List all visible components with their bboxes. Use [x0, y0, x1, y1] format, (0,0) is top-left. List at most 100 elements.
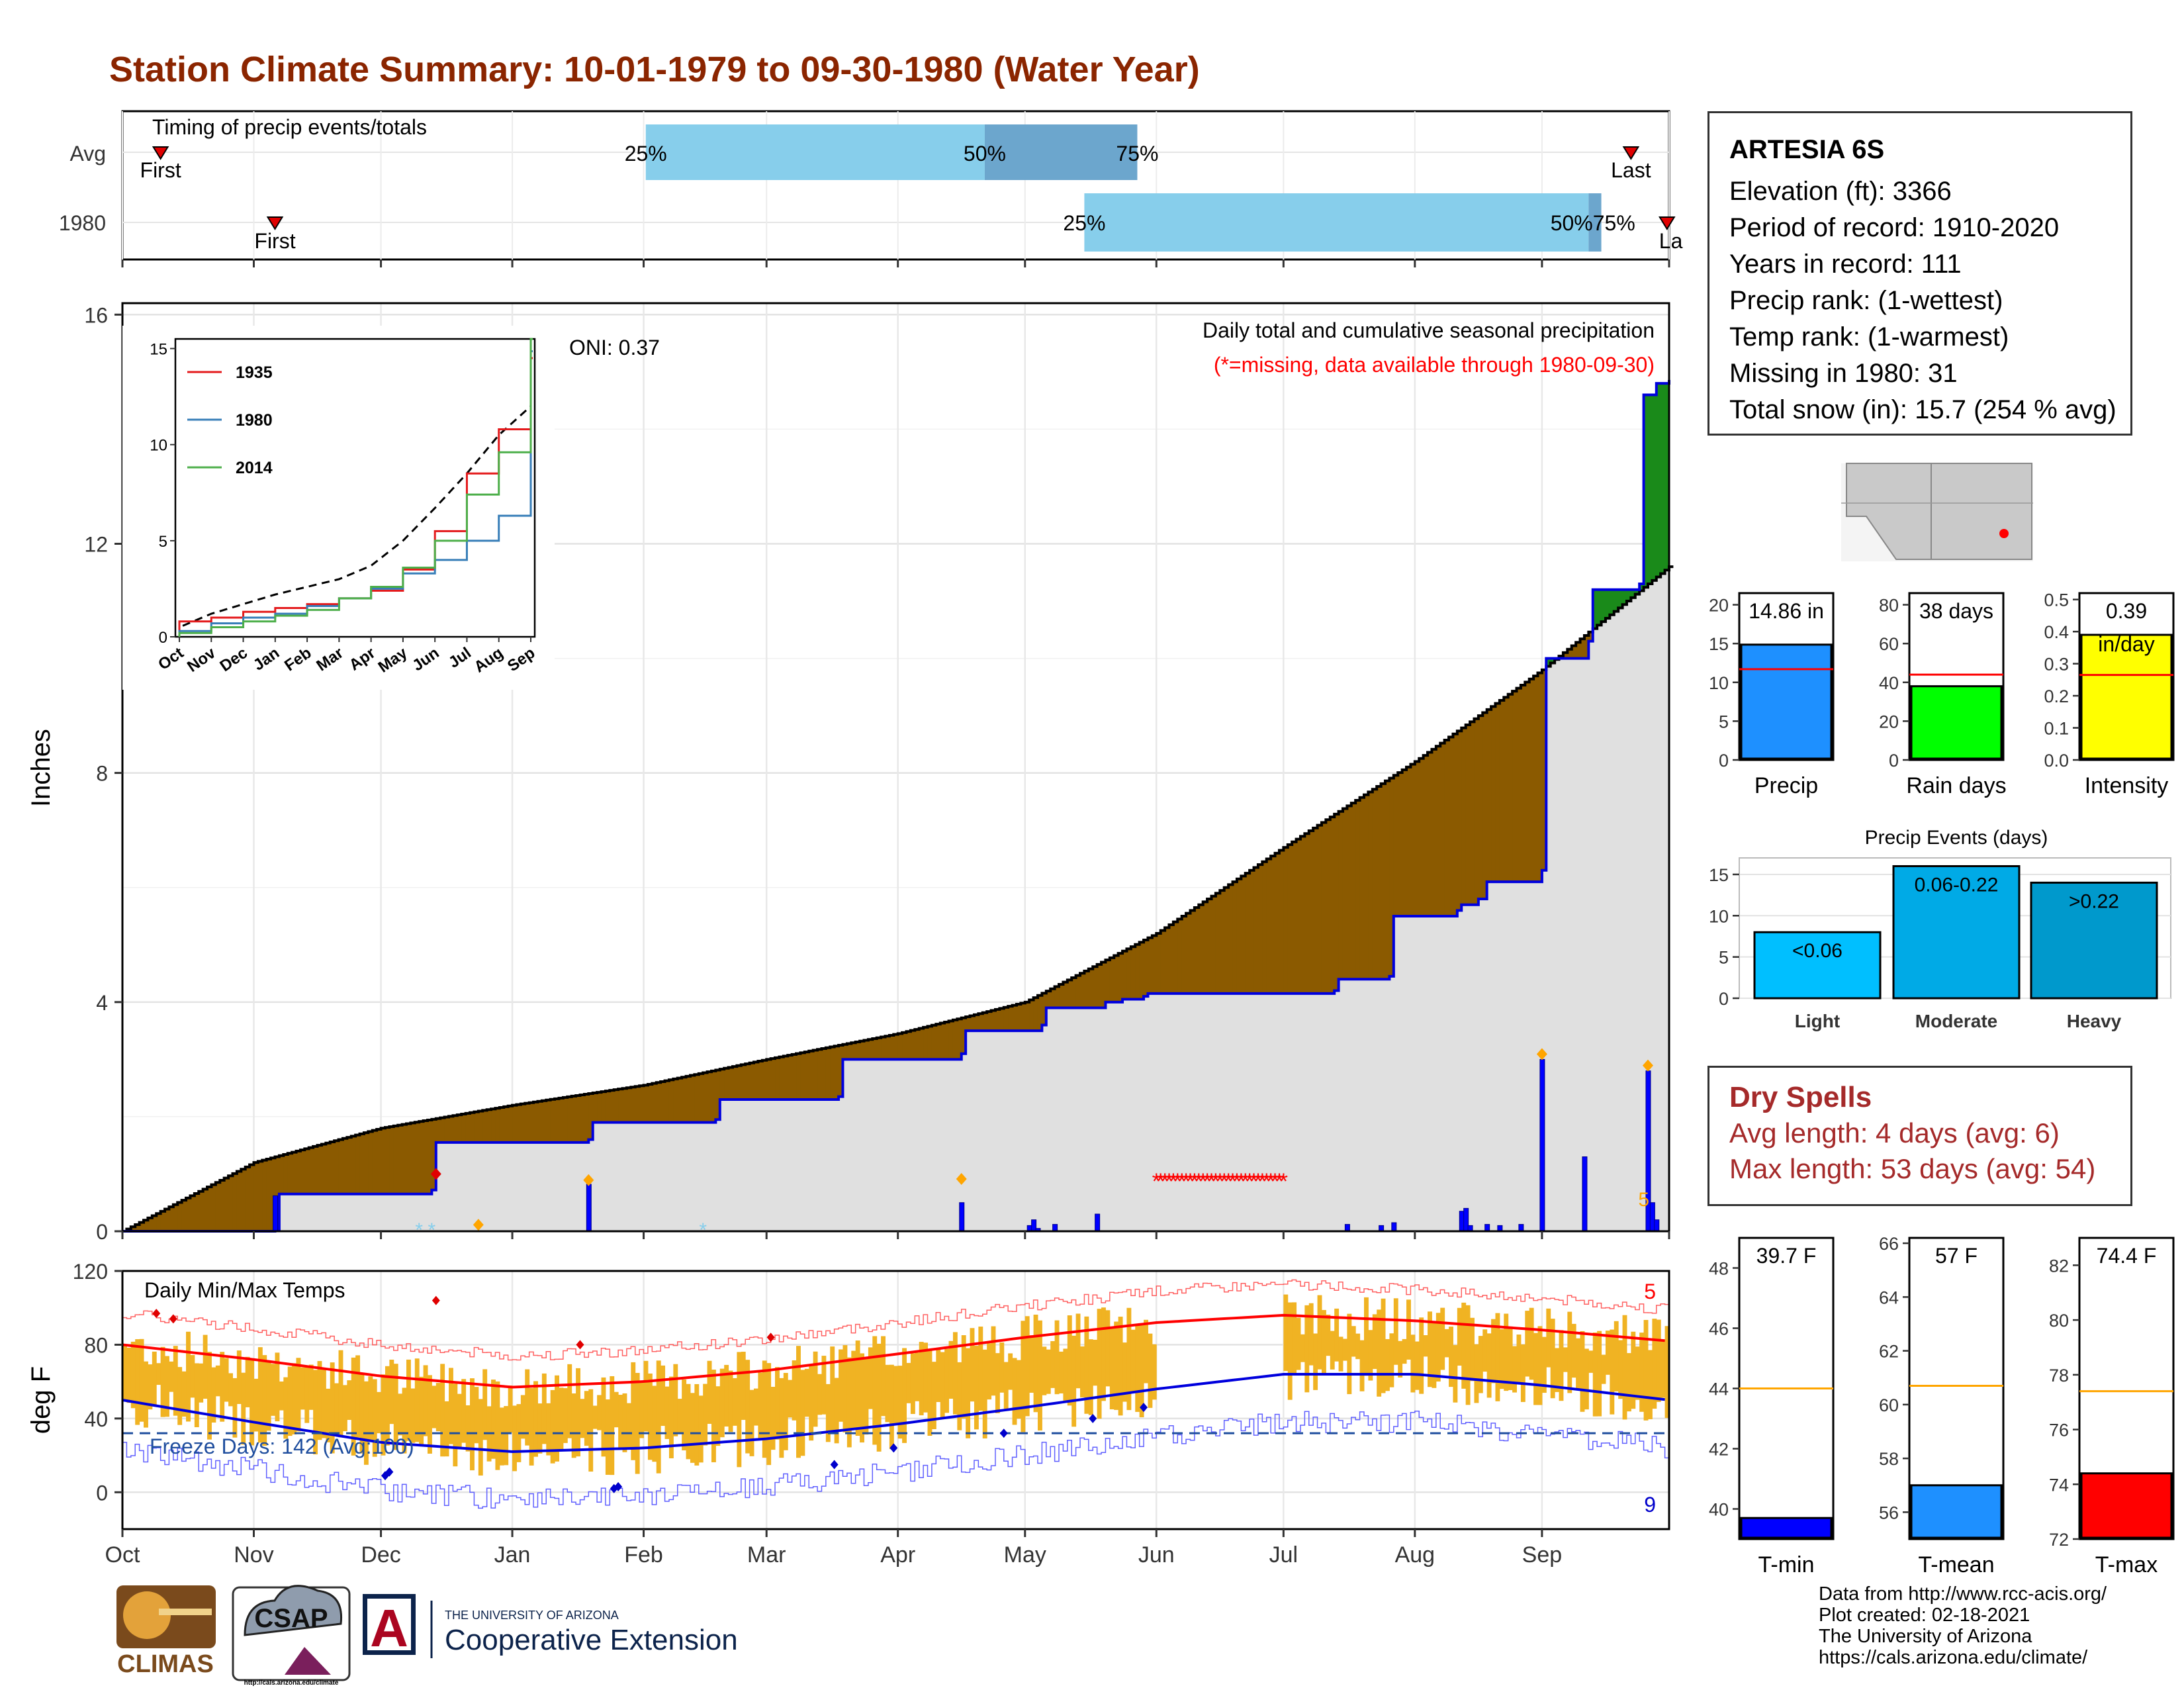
daily-temp-range	[872, 1336, 878, 1445]
deficit-area	[1508, 694, 1513, 882]
deficit-area	[775, 1057, 780, 1100]
daily-temp-range	[266, 1362, 271, 1431]
missing-day-marker: *	[1267, 1169, 1275, 1194]
daily-temp-range	[330, 1362, 335, 1454]
daily-temp-range	[207, 1352, 212, 1440]
event-bar-label: <0.06	[1792, 940, 1843, 962]
daily-temp-range	[825, 1383, 831, 1442]
daily-temp-range	[1563, 1347, 1568, 1372]
dry-spells-avg: Avg length: 4 days (avg: 6)	[1729, 1117, 2060, 1149]
station-location-marker	[1999, 529, 2009, 538]
deficit-area	[457, 1115, 462, 1143]
daily-temp-range	[1402, 1338, 1407, 1364]
station-name: ARTESIA 6S	[1729, 135, 1885, 164]
missing-day-marker: *	[1207, 1169, 1216, 1194]
daily-temp-range	[275, 1352, 280, 1422]
daily-temp-range	[1287, 1302, 1293, 1400]
deficit-area	[864, 1040, 869, 1060]
missing-day-marker: *	[1271, 1169, 1279, 1194]
deficit-area	[474, 1111, 479, 1143]
avg-50-75-bar	[984, 124, 1138, 180]
daily-temp-range	[1474, 1344, 1479, 1403]
deficit-area	[948, 1021, 954, 1060]
deficit-area	[537, 1101, 543, 1143]
deficit-area	[470, 1112, 475, 1143]
surplus-area	[1546, 658, 1551, 667]
daily-temp-range	[809, 1364, 814, 1441]
deficit-area	[978, 1013, 983, 1031]
deficit-area	[902, 1032, 907, 1060]
daily-temp-range	[1610, 1329, 1615, 1415]
daily-temp-range	[995, 1353, 1000, 1413]
daily-temp-range	[152, 1351, 157, 1405]
daily-temp-range	[304, 1366, 310, 1423]
daily-temp-range	[754, 1388, 758, 1426]
daily-precip-bar	[1344, 1224, 1350, 1232]
deficit-area	[796, 1053, 801, 1100]
surplus-area	[1592, 589, 1598, 629]
daily-temp-range	[1317, 1295, 1322, 1370]
deficit-area	[1351, 803, 1356, 980]
daily-temp-range	[1643, 1319, 1649, 1421]
observed-cumulative-line	[122, 379, 1670, 1233]
daily-temp-range	[1347, 1313, 1352, 1395]
deficit-area	[1334, 814, 1340, 991]
deficit-area	[271, 1158, 276, 1231]
deficit-area	[355, 1135, 361, 1194]
deficit-area	[1080, 973, 1085, 1008]
missing-day-marker: *	[1232, 1169, 1241, 1194]
deficit-area	[1046, 991, 1051, 1008]
event-category-label: Light	[1795, 1011, 1840, 1031]
deficit-area	[868, 1039, 873, 1060]
daily-temp-range	[1118, 1317, 1123, 1416]
deficit-area	[414, 1122, 420, 1194]
deficit-area	[876, 1037, 882, 1060]
deficit-area	[1071, 977, 1077, 1008]
deficit-area	[1054, 986, 1060, 1008]
daily-temp-range	[1398, 1340, 1403, 1378]
y-tick-label: 64	[1879, 1288, 1899, 1307]
deficit-area	[1364, 794, 1369, 980]
daily-temp-range	[1444, 1329, 1449, 1358]
daily-temp-range	[347, 1380, 352, 1420]
deficit-area	[1389, 778, 1394, 976]
deficit-area	[1355, 800, 1361, 980]
deficit-area	[817, 1049, 823, 1100]
daily-temp-range	[389, 1359, 394, 1425]
deficit-area	[1130, 947, 1136, 1000]
deficit-area	[970, 1015, 975, 1031]
deficit-area	[504, 1106, 509, 1143]
deficit-area	[1245, 873, 1250, 994]
daily-temp-range	[614, 1391, 619, 1428]
daily-temp-range	[1664, 1326, 1670, 1419]
deficit-area	[1533, 676, 1539, 882]
info-missing: Missing in 1980: 31	[1729, 359, 1958, 388]
avg-50-label: 50%	[964, 142, 1006, 165]
daily-temp-range	[910, 1353, 915, 1415]
daily-temp-range	[1148, 1333, 1153, 1408]
deficit-area	[1203, 902, 1208, 994]
y-tick-label: 48	[1709, 1259, 1729, 1279]
x-month-label: Mar	[747, 1542, 786, 1568]
daily-temp-range	[541, 1373, 547, 1444]
deficit-area	[1385, 780, 1390, 980]
avg-first-marker	[152, 146, 169, 160]
deficit-area	[1105, 960, 1111, 1002]
deficit-area	[461, 1114, 467, 1143]
daily-temp-range	[228, 1373, 233, 1407]
deficit-area	[1275, 853, 1280, 994]
deficit-area	[770, 1058, 776, 1100]
deficit-area	[571, 1096, 576, 1143]
daily-temp-range	[817, 1374, 822, 1415]
daily-temp-range	[1410, 1335, 1416, 1393]
deficit-area	[215, 1182, 220, 1231]
deficit-area	[363, 1133, 369, 1194]
daily-temp-range	[1338, 1336, 1343, 1372]
surplus-area	[1631, 589, 1636, 598]
daily-temp-range	[800, 1370, 805, 1456]
daily-temp-range	[957, 1362, 962, 1430]
daily-temp-range	[682, 1380, 687, 1451]
daily-temp-range	[1597, 1331, 1602, 1417]
yr-25-50-bar	[1084, 193, 1589, 252]
deficit-area	[889, 1035, 894, 1060]
